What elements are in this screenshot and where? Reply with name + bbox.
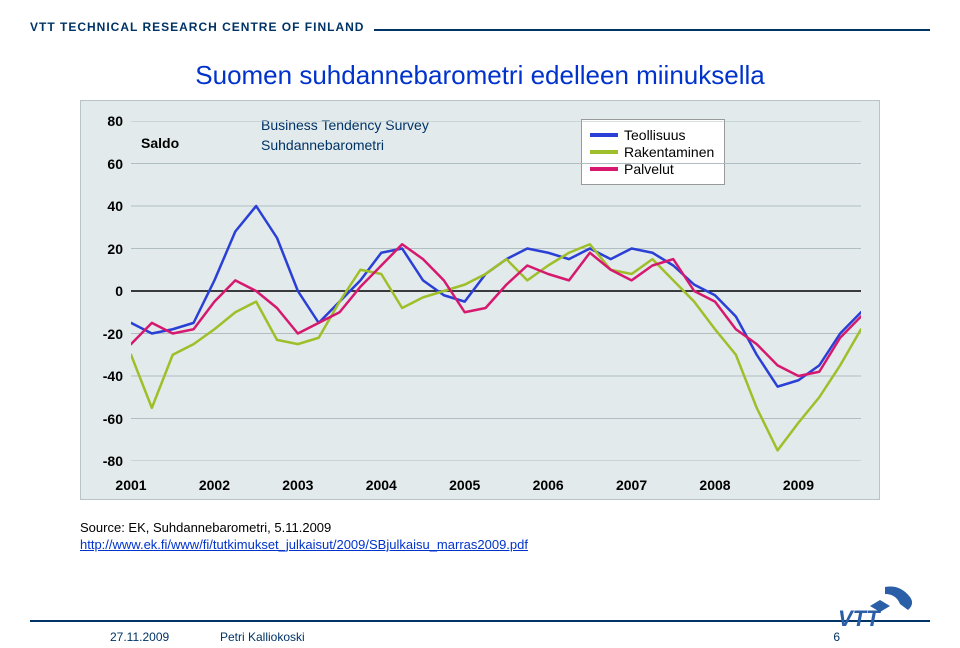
footer-date: 27.11.2009: [110, 630, 169, 644]
y-tick-label: -40: [93, 368, 123, 384]
x-tick-label: 2001: [115, 477, 146, 493]
y-tick-label: 40: [93, 198, 123, 214]
plot-area: [131, 121, 861, 461]
y-tick-label: -60: [93, 411, 123, 427]
slide: VTT TECHNICAL RESEARCH CENTRE OF FINLAND…: [0, 0, 960, 648]
source-text: Source: EK, Suhdannebarometri, 5.11.2009…: [80, 520, 528, 554]
x-tick-label: 2009: [783, 477, 814, 493]
y-tick-label: 0: [93, 283, 123, 299]
source-line: Source: EK, Suhdannebarometri, 5.11.2009: [80, 520, 331, 535]
x-tick-label: 2003: [282, 477, 313, 493]
chart-svg: [131, 121, 861, 461]
y-tick-label: -20: [93, 326, 123, 342]
y-tick-label: 80: [93, 113, 123, 129]
footer-pagenum: 6: [833, 630, 840, 644]
footer-rule: [30, 620, 930, 622]
chart-container: Saldo Business Tendency Survey Suhdanneb…: [80, 100, 880, 500]
y-tick-label: 60: [93, 156, 123, 172]
x-tick-label: 2002: [199, 477, 230, 493]
header-bar: VTT TECHNICAL RESEARCH CENTRE OF FINLAND: [30, 20, 930, 42]
x-tick-label: 2006: [533, 477, 564, 493]
x-tick-label: 2004: [366, 477, 397, 493]
y-tick-label: -80: [93, 453, 123, 469]
y-tick-label: 20: [93, 241, 123, 257]
x-tick-label: 2007: [616, 477, 647, 493]
footer-author: Petri Kalliokoski: [220, 630, 305, 644]
logo-text: VTT: [838, 606, 881, 631]
x-tick-label: 2005: [449, 477, 480, 493]
header-org: VTT TECHNICAL RESEARCH CENTRE OF FINLAND: [30, 20, 374, 34]
x-tick-label: 2008: [699, 477, 730, 493]
source-link[interactable]: http://www.ek.fi/www/fi/tutkimukset_julk…: [80, 537, 528, 552]
vtt-logo: VTT: [830, 582, 920, 632]
page-title: Suomen suhdannebarometri edelleen miinuk…: [0, 60, 960, 91]
